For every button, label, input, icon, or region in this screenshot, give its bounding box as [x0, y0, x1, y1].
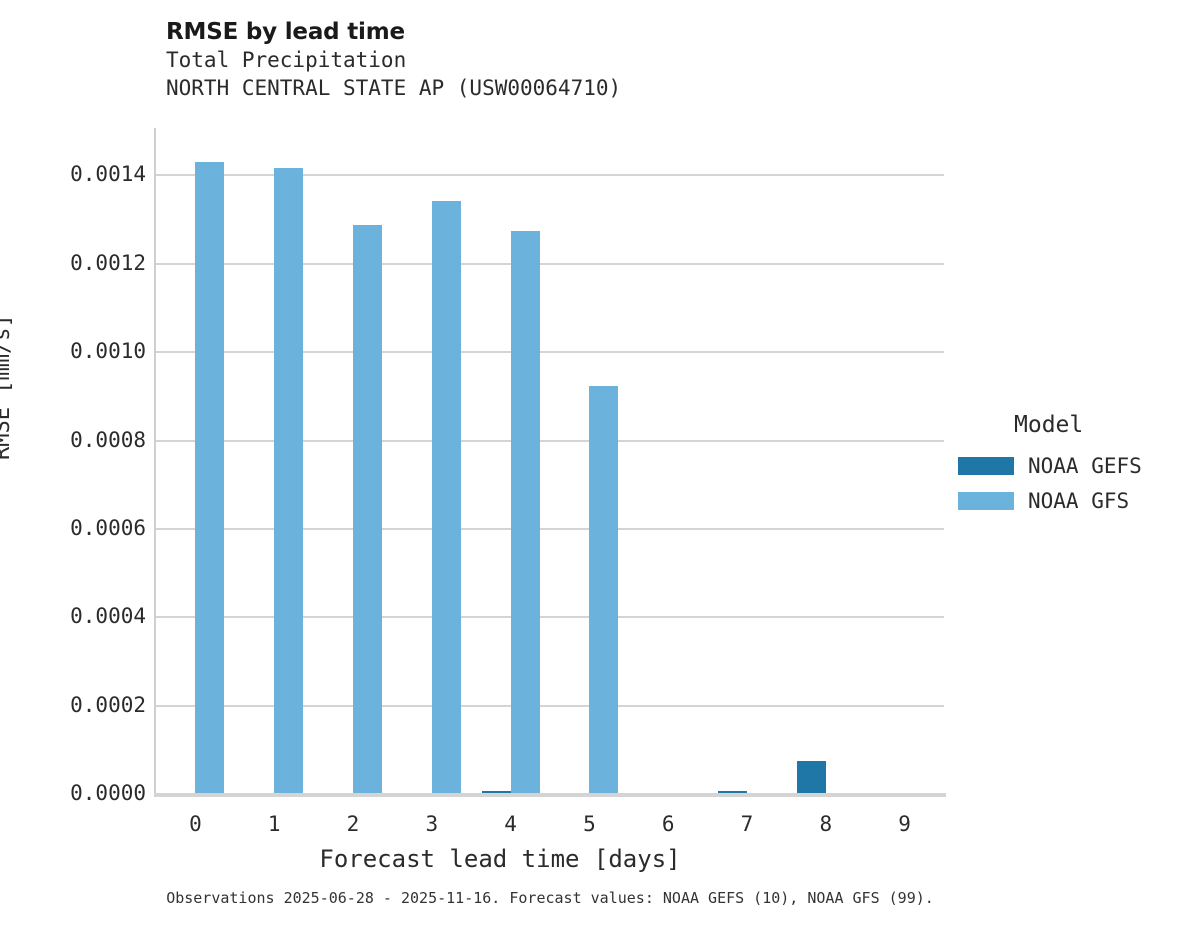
y-tick-label: 0.0006 — [70, 515, 146, 540]
x-tick-label: 7 — [740, 812, 754, 836]
title-block: RMSE by lead time Total Precipitation NO… — [166, 18, 986, 102]
legend-rows: NOAA GEFS NOAA GFS — [958, 452, 1173, 515]
gridline — [156, 527, 944, 530]
bar-noaa-gefs-lead-7 — [718, 791, 747, 793]
y-axis-spine — [154, 128, 156, 795]
bar-noaa-gfs-lead-2 — [353, 224, 382, 793]
x-tick-label: 2 — [346, 812, 360, 836]
x-tick-label: 4 — [504, 812, 517, 836]
x-tick-label: 1 — [267, 812, 281, 836]
x-tick-label: 0 — [189, 812, 202, 836]
gridline — [156, 262, 944, 265]
y-axis-ticks: 0.0000 0.0002 0.0004 0.0006 0.0008 0.0010 0.00… — [22, 0, 146, 928]
gridline — [156, 351, 944, 354]
y-tick-label: 0.0012 — [70, 250, 146, 275]
x-axis-label: Forecast lead time [days] — [319, 845, 681, 873]
gridline — [156, 174, 944, 177]
legend-item[interactable]: NOAA GEFS — [958, 452, 1173, 480]
legend-label: NOAA GEFS — [1028, 454, 1142, 478]
x-axis-spine — [154, 793, 946, 797]
gridline — [156, 439, 944, 442]
x-tick-label: 9 — [898, 812, 911, 836]
plot-area — [156, 128, 944, 793]
page-title: RMSE by lead time — [166, 19, 405, 45]
x-tick-label: 3 — [425, 812, 439, 836]
legend: Model NOAA GEFS NOAA GFS — [958, 412, 1173, 522]
legend-title: Model — [1014, 412, 1084, 438]
y-tick-label: 0.0014 — [70, 162, 146, 187]
bar-noaa-gefs-lead-8 — [796, 760, 826, 793]
bar-noaa-gfs-lead-3 — [431, 201, 461, 793]
bar-noaa-gfs-lead-5 — [589, 386, 619, 793]
bar-noaa-gfs-lead-1 — [274, 168, 304, 793]
y-axis-label: RMSE [mm/s] — [0, 314, 15, 460]
gridline — [156, 616, 944, 619]
x-axis-ticks: 0 1 2 3 4 5 6 7 8 9 — [0, 812, 1178, 842]
y-tick-label: 0.0010 — [70, 339, 146, 364]
chart-caption: Observations 2025-06-28 - 2025-11-16. Fo… — [166, 889, 934, 907]
legend-swatch-icon — [958, 492, 1014, 510]
legend-swatch-icon — [958, 457, 1014, 475]
bar-noaa-gefs-lead-4 — [481, 791, 511, 793]
plot-inner — [156, 128, 944, 793]
chart-subtitle: Total Precipitation — [166, 48, 407, 72]
legend-label: NOAA GFS — [1028, 489, 1130, 513]
y-tick-label: 0.0002 — [70, 692, 146, 717]
y-tick-label: 0.0008 — [70, 427, 146, 452]
gridline — [156, 704, 944, 707]
x-tick-label: 8 — [819, 812, 833, 836]
y-tick-label: 0.0000 — [70, 781, 146, 805]
bar-noaa-gfs-lead-4 — [510, 231, 540, 793]
legend-item[interactable]: NOAA GFS — [958, 487, 1173, 515]
chart-station-label: NORTH CENTRAL STATE AP (USW00064710) — [166, 76, 622, 100]
bar-noaa-gfs-lead-0 — [195, 162, 225, 793]
y-tick-label: 0.0004 — [70, 604, 146, 629]
x-tick-label: 5 — [583, 812, 596, 836]
x-tick-label: 6 — [661, 812, 675, 836]
